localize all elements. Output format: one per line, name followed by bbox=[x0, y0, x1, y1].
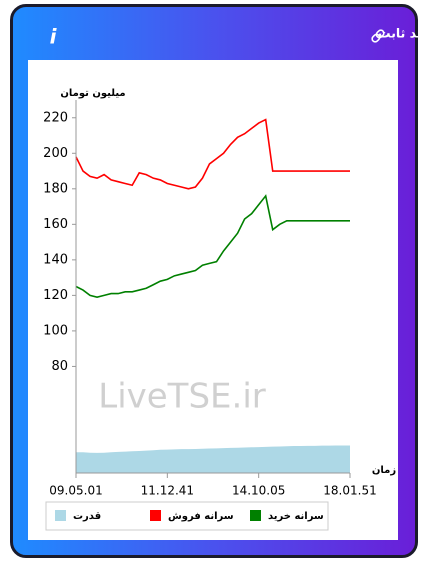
x-tick-label: 11.12.41 bbox=[141, 484, 194, 498]
link-icon bbox=[371, 29, 385, 43]
line bbox=[75, 118, 350, 190]
info-icon[interactable]: i bbox=[50, 25, 58, 49]
chart-title: سرانه ی خرید و فروش حقیقی در صندوق های د… bbox=[378, 26, 427, 41]
legend-swatch bbox=[150, 510, 161, 521]
y-tick-label: 120 bbox=[43, 288, 68, 303]
x-axis-label: زمان bbox=[372, 465, 396, 476]
y-tick-label: 200 bbox=[43, 146, 68, 161]
x-tick-label: 09.05.01 bbox=[49, 484, 102, 498]
legend-swatch bbox=[55, 510, 66, 521]
y-tick-label: 220 bbox=[43, 110, 68, 125]
watermark: LiveTSE.ir bbox=[98, 377, 266, 417]
legend bbox=[45, 501, 329, 531]
y-tick-label: 100 bbox=[43, 323, 68, 338]
area bbox=[76, 445, 350, 473]
y-axis-label: میلیون تومان bbox=[60, 88, 125, 99]
line bbox=[75, 194, 350, 298]
y-tick-label: 140 bbox=[43, 252, 68, 267]
x-tick-label: 18.01.51 bbox=[323, 484, 376, 498]
y-tick-label: 160 bbox=[43, 217, 68, 232]
x-tick-label: 14.10.05 bbox=[232, 484, 285, 498]
legend-label: سرانه خرید bbox=[268, 511, 324, 522]
legend-swatch bbox=[250, 510, 261, 521]
y-tick-label: 80 bbox=[51, 359, 68, 374]
legend-label: سرانه فروش bbox=[168, 511, 234, 522]
legend-label: قدرت bbox=[73, 511, 101, 522]
y-tick-label: 180 bbox=[43, 181, 68, 196]
